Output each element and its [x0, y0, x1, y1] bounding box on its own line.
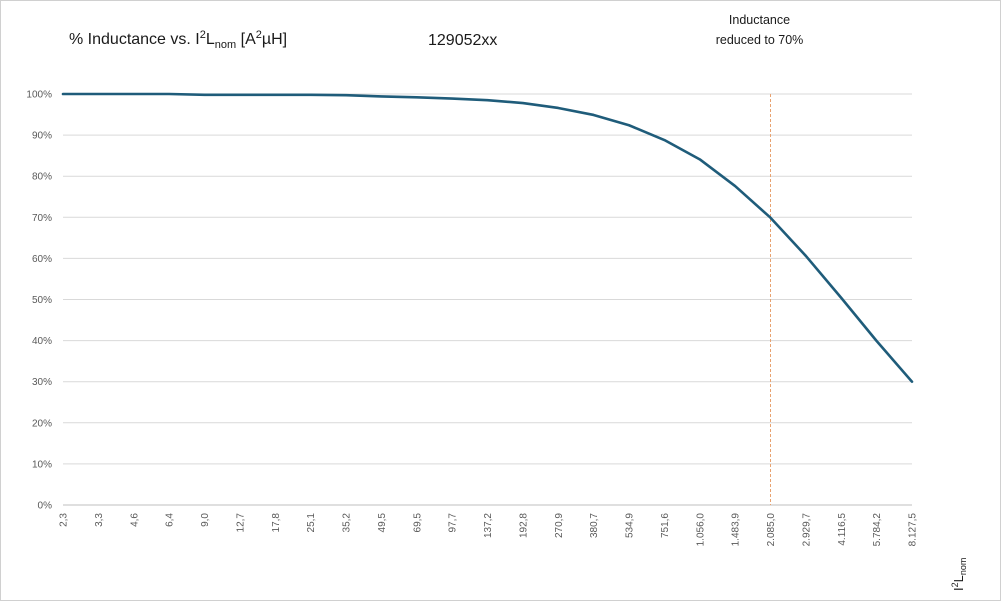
x-tick-labels: 2,3 3,3 4,6 6,4 9,0 12,7 17,8 25,1 35,2 49,5 69,5 9…	[59, 513, 919, 547]
y-tick-label: 80%	[32, 172, 52, 183]
x-tick-label: 380,7	[589, 513, 600, 538]
y-tick-label: 70%	[32, 213, 52, 224]
y-tick-label: 60%	[32, 254, 52, 265]
x-tick-label: 49,5	[377, 513, 388, 533]
y-tick-label: 10%	[32, 459, 52, 470]
x-tick-label: 192,8	[518, 513, 529, 538]
x-tick-label: 69,5	[412, 513, 423, 533]
y-tick-label: 50%	[32, 295, 52, 306]
y-tick-label: 100%	[26, 90, 52, 101]
x-tick-label: 6,4	[165, 513, 176, 527]
x-tick-label: 1.483,9	[731, 513, 742, 547]
x-tick-label: 25,1	[306, 513, 317, 533]
x-tick-label: 137,2	[483, 513, 494, 538]
x-tick-label: 8.127,5	[908, 513, 919, 547]
x-tick-label: 35,2	[342, 513, 353, 533]
x-tick-label: 2,3	[59, 513, 70, 527]
y-tick-label: 30%	[32, 377, 52, 388]
series-layer	[61, 92, 914, 384]
x-axis-title: I2Lnom	[950, 558, 968, 591]
x-tick-label: 2.085,0	[766, 513, 777, 547]
annotation-line-2: reduced to 70%	[716, 33, 804, 47]
series-line	[61, 92, 914, 384]
x-tick-label: 1.056,0	[695, 513, 706, 547]
x-tick-label: 97,7	[448, 513, 459, 533]
x-tick-label: 751,6	[660, 513, 671, 538]
x-tick-label: 2.929,7	[801, 513, 812, 547]
annotation-line-1: Inductance	[729, 13, 790, 27]
x-tick-label: 17,8	[271, 513, 282, 533]
x-tick-label: 270,9	[554, 513, 565, 538]
y-tick-label: 40%	[32, 336, 52, 347]
part-number-label: 129052xx	[428, 32, 497, 49]
y-tick-labels: 0% 10% 20% 30% 40% 50% 60% 70% 80% 90% 100%	[26, 90, 52, 512]
grid-layer	[63, 93, 912, 506]
x-tick-label: 4.116,5	[837, 513, 848, 546]
x-tick-label: 5.784,2	[872, 513, 883, 547]
x-tick-label: 9,0	[200, 513, 211, 527]
y-tick-label: 90%	[32, 131, 52, 142]
x-tick-label: 4,6	[129, 513, 140, 527]
x-tick-label: 534,9	[625, 513, 636, 538]
x-tick-label: 12,7	[235, 513, 246, 533]
y-tick-label: 20%	[32, 418, 52, 429]
chart-title: % Inductance vs. I2Lnom [A2µH]	[69, 29, 287, 51]
y-tick-label: 0%	[38, 501, 53, 512]
x-tick-label: 3,3	[94, 513, 105, 527]
